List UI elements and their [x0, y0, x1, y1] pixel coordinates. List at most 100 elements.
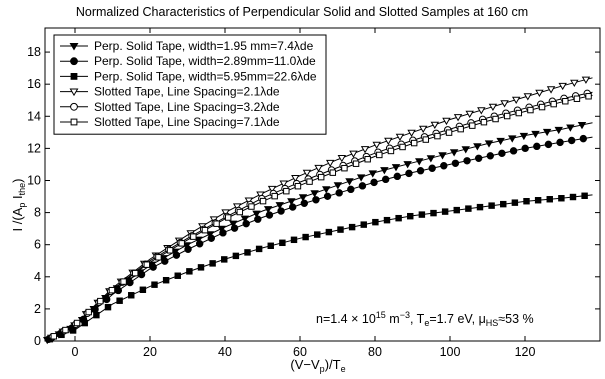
data-point — [312, 196, 320, 204]
data-point — [263, 206, 273, 214]
data-point — [383, 216, 391, 224]
data-point — [302, 233, 309, 241]
data-point — [291, 174, 300, 183]
data-point — [556, 138, 564, 147]
data-point — [267, 185, 277, 194]
data-point — [380, 167, 389, 175]
series-layer — [43, 76, 593, 345]
data-point — [279, 180, 288, 188]
data-point — [519, 132, 529, 141]
data-point — [267, 242, 274, 250]
x-tick-label: 40 — [218, 345, 232, 359]
data-point — [416, 167, 425, 175]
data-point — [360, 146, 370, 154]
data-point — [337, 155, 347, 163]
data-point — [205, 231, 215, 239]
data-point — [229, 220, 238, 228]
data-point — [310, 190, 319, 198]
data-point — [511, 199, 519, 206]
data-point — [166, 247, 174, 254]
data-point — [114, 286, 123, 295]
data-point — [381, 175, 390, 184]
data-point — [358, 182, 367, 190]
y-tick-label: 2 — [34, 302, 41, 316]
data-point — [395, 133, 405, 141]
x-axis-label: (V−Vp)/Te — [290, 357, 345, 374]
data-point — [372, 218, 379, 226]
data-point — [306, 178, 313, 185]
y-tick-label: 4 — [34, 270, 41, 284]
data-point — [298, 194, 308, 202]
series-3 — [44, 192, 593, 343]
data-point — [577, 122, 587, 130]
data-point — [288, 203, 297, 211]
data-point — [194, 236, 203, 244]
data-point — [195, 240, 204, 248]
data-point — [500, 200, 507, 208]
data-point — [523, 198, 530, 205]
data-point — [511, 96, 521, 105]
data-point — [73, 319, 81, 327]
legend: Perp. Solid Tape, width=1.95 mm=7.4λdePe… — [53, 34, 327, 135]
data-point — [527, 106, 534, 114]
x-tick-label: 60 — [293, 345, 307, 359]
data-point — [463, 157, 471, 165]
x-tick-label: 100 — [440, 345, 461, 359]
plasma-parameters-annotation: n=1.4 × 1015 m−3, Te=1.7 eV, μHS≈53 % — [316, 310, 534, 328]
data-point — [322, 186, 331, 194]
data-point — [348, 223, 356, 231]
legend-label: Slotted Tape, Line Spacing=7.1λde — [94, 115, 280, 129]
data-point — [465, 110, 474, 118]
data-point — [533, 142, 541, 151]
data-point — [252, 210, 261, 218]
data-point — [407, 212, 414, 220]
data-point — [209, 260, 216, 267]
legend-marker — [69, 88, 79, 97]
data-point — [570, 79, 579, 87]
legend-entry: Slotted Tape, Line Spacing=7.1λde — [60, 115, 280, 129]
data-point — [254, 215, 262, 223]
data-point — [217, 225, 226, 233]
series-2 — [44, 134, 593, 343]
legend-label: Slotted Tape, Line Spacing=2.1λde — [94, 85, 280, 99]
data-point — [558, 195, 565, 202]
data-point — [81, 319, 88, 327]
y-axis: 0 2 4 6 8 10 12 14 16 18 — [27, 45, 600, 348]
data-point — [515, 109, 523, 117]
y-axis-label: I /(Ap Ithe) — [10, 179, 27, 232]
legend-entry: Perp. Solid Tape, width=1.95 mm=7.4λde — [60, 39, 314, 53]
data-point — [325, 159, 335, 168]
data-point — [391, 164, 401, 172]
data-point — [275, 202, 284, 210]
legend-label: Perp. Solid Tape, width=1.95 mm=7.4λde — [94, 39, 314, 53]
data-point — [294, 182, 302, 190]
data-point — [562, 98, 569, 105]
data-point — [569, 193, 577, 201]
series-6 — [44, 93, 593, 342]
data-point — [581, 76, 591, 84]
data-point — [248, 203, 255, 210]
data-point — [283, 187, 290, 195]
data-point — [521, 144, 529, 153]
data-point — [430, 209, 437, 217]
data-point — [290, 236, 298, 244]
data-point — [271, 192, 278, 200]
data-point — [277, 207, 285, 215]
data-point — [544, 140, 553, 149]
data-point — [440, 162, 448, 170]
x-tick-label: 120 — [515, 345, 536, 359]
data-point — [347, 185, 355, 194]
data-point — [325, 228, 333, 236]
data-point — [314, 231, 321, 238]
data-point — [418, 211, 426, 218]
data-point — [484, 140, 494, 148]
data-point — [384, 137, 393, 145]
data-point — [457, 125, 464, 133]
y-tick-label: 16 — [27, 77, 41, 91]
data-point — [69, 327, 77, 334]
x-axis: 0 20 40 60 80 100 120 — [72, 28, 536, 359]
data-point — [407, 129, 416, 138]
data-point — [345, 178, 354, 186]
legend-entry: Slotted Tape, Line Spacing=2.1λde — [60, 85, 280, 99]
data-point — [567, 136, 576, 145]
